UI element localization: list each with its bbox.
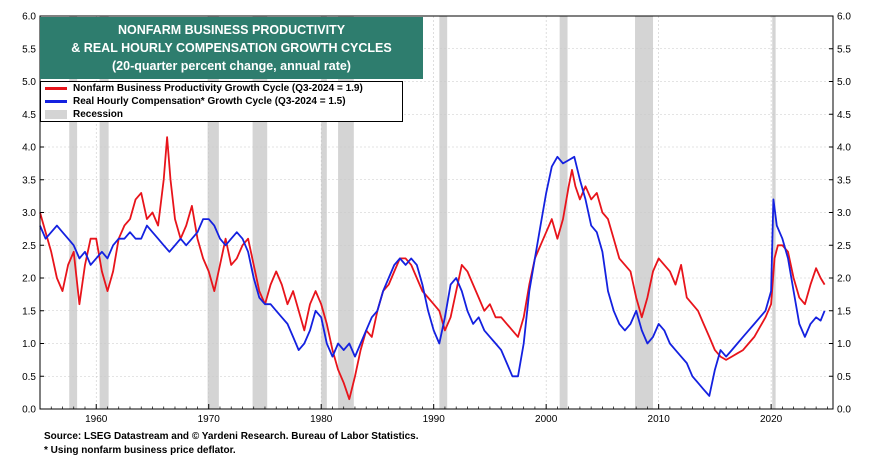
legend-swatch-compensation — [45, 100, 67, 103]
x-tick-label-3: 1990 — [423, 414, 446, 425]
y-tick-label-right-1: 0.5 — [837, 372, 851, 383]
x-axis: 1960 1970 1980 1990 2000 2010 2020 — [50, 404, 828, 425]
y-tick-label-right-0: 0.0 — [837, 405, 851, 416]
y-tick-label-right-11: 5.5 — [837, 44, 851, 55]
y-tick-label-right-9: 4.5 — [837, 110, 851, 121]
y-tick-label-right-12: 6.0 — [837, 12, 851, 23]
y-tick-label-left-7: 3.5 — [22, 175, 36, 186]
x-tick-label-6: 2020 — [760, 414, 783, 425]
recession-band-6 — [439, 16, 448, 409]
y-tick-label-left-0: 0.0 — [22, 405, 36, 416]
chart-title-box: NONFARM BUSINESS PRODUCTIVITY & REAL HOU… — [40, 17, 423, 79]
legend-label-recession: Recession — [73, 109, 124, 120]
x-tick-label-4: 2000 — [535, 414, 558, 425]
y-tick-label-left-10: 5.0 — [22, 77, 36, 88]
y-tick-label-left-2: 1.0 — [22, 339, 36, 350]
chart-legend: Nonfarm Business Productivity Growth Cyc… — [40, 81, 403, 122]
legend-swatch-productivity — [45, 87, 67, 90]
x-tick-label-1: 1970 — [198, 414, 221, 425]
legend-swatch-recession — [45, 110, 67, 119]
y-tick-label-left-12: 6.0 — [22, 12, 36, 23]
y-tick-label-left-6: 3.0 — [22, 208, 36, 219]
y-tick-label-right-8: 4.0 — [837, 143, 851, 154]
legend-item-recession: Recession — [41, 108, 402, 121]
chart-title-line-2: & REAL HOURLY COMPENSATION GROWTH CYCLES — [71, 41, 392, 55]
chart-subtitle: (20-quarter percent change, annual rate) — [112, 59, 351, 73]
legend-item-productivity: Nonfarm Business Productivity Growth Cyc… — [41, 82, 402, 95]
y-tick-label-left-11: 5.5 — [22, 44, 36, 55]
series-line-1 — [39, 155, 826, 397]
x-tick-label-5: 2010 — [648, 414, 671, 425]
legend-label-productivity: Nonfarm Business Productivity Growth Cyc… — [73, 83, 363, 94]
x-tick-label-2: 1980 — [310, 414, 333, 425]
y-tick-label-left-5: 2.5 — [22, 241, 36, 252]
y-tick-label-right-2: 1.0 — [837, 339, 851, 350]
y-tick-label-right-6: 3.0 — [837, 208, 851, 219]
y-tick-label-left-8: 4.0 — [22, 143, 36, 154]
y-tick-label-right-4: 2.0 — [837, 274, 851, 285]
x-tick-label-0: 1960 — [85, 414, 108, 425]
y-tick-label-right-7: 3.5 — [837, 175, 851, 186]
y-tick-label-right-5: 2.5 — [837, 241, 851, 252]
y-tick-label-left-3: 1.5 — [22, 306, 36, 317]
y-tick-label-left-9: 4.5 — [22, 110, 36, 121]
legend-item-compensation: Real Hourly Compensation* Growth Cycle (… — [41, 95, 402, 108]
y-tick-label-left-4: 2.0 — [22, 274, 36, 285]
legend-label-compensation: Real Hourly Compensation* Growth Cycle (… — [73, 96, 346, 107]
series-lines — [39, 136, 826, 401]
series-line-0 — [39, 136, 826, 401]
y-tick-label-left-1: 0.5 — [22, 372, 36, 383]
source-note: Source: LSEG Datastream and © Yardeni Re… — [44, 431, 419, 442]
y-axis-left: 0.0 0.5 1.0 1.5 2.0 2.5 3.0 3.5 4.0 4.5 5.0 5.5 6.0 — [22, 12, 44, 416]
footnote: * Using nonfarm business price deflator. — [44, 445, 236, 456]
y-tick-label-right-3: 1.5 — [837, 306, 851, 317]
y-tick-label-right-10: 5.0 — [837, 77, 851, 88]
y-axis-right: 0.0 0.5 1.0 1.5 2.0 2.5 3.0 3.5 4.0 4.5 5.0 5.5 6.0 — [829, 12, 851, 416]
chart-title-line-1: NONFARM BUSINESS PRODUCTIVITY — [117, 23, 346, 37]
